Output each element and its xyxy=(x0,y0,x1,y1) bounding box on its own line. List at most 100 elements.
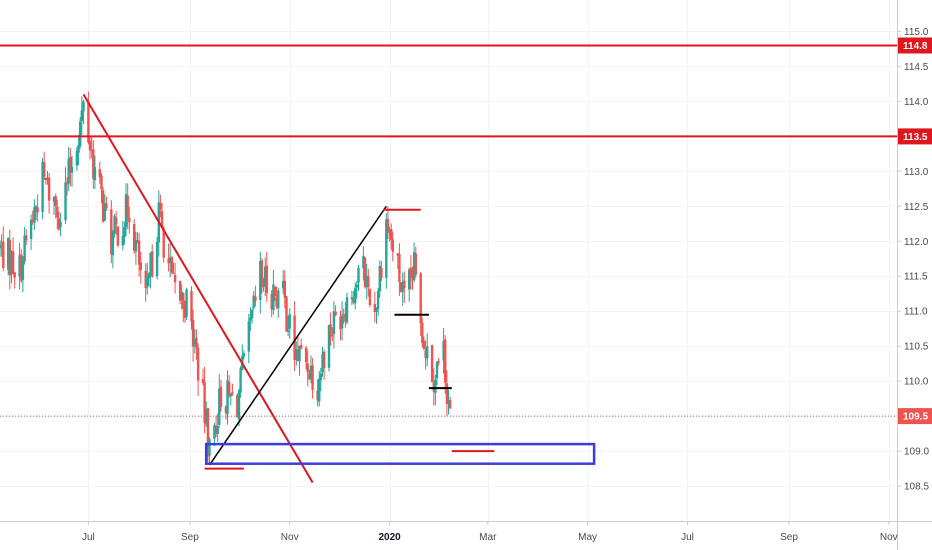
candle-body xyxy=(231,392,234,394)
candle-body xyxy=(56,206,59,218)
candle-body xyxy=(147,273,151,278)
candle-body xyxy=(2,241,5,269)
candle-body xyxy=(126,195,129,218)
candle-body xyxy=(33,207,36,223)
candle-body xyxy=(236,395,239,418)
candlestick-series xyxy=(0,91,452,465)
candle-body xyxy=(191,319,195,347)
candle-body xyxy=(44,177,47,181)
candle-body xyxy=(295,349,298,360)
candle-body xyxy=(378,266,381,292)
candle-body xyxy=(390,229,393,240)
candle-body xyxy=(75,150,79,166)
y-tick-label: 111.5 xyxy=(904,272,928,283)
candle-body xyxy=(304,347,308,363)
x-tick-label: Jul xyxy=(681,532,694,543)
candle-body xyxy=(350,297,354,300)
candle-body xyxy=(93,167,97,181)
candle-body xyxy=(151,251,154,277)
candle-body xyxy=(101,190,105,222)
y-tick-label: 114.5 xyxy=(904,62,929,73)
candle-body xyxy=(121,235,124,246)
candle-body xyxy=(87,102,90,143)
candle-body xyxy=(116,226,120,246)
candle-body xyxy=(195,337,198,348)
candle-body xyxy=(401,282,404,292)
candle-body xyxy=(54,196,57,206)
candle-body xyxy=(173,274,177,283)
candle-body xyxy=(183,306,187,318)
candle-body xyxy=(322,351,326,368)
candle-body xyxy=(182,292,185,309)
candle-body xyxy=(134,240,138,252)
candle-body xyxy=(345,297,349,323)
candle-body xyxy=(285,296,288,332)
candle-body xyxy=(293,315,296,360)
candle-body xyxy=(92,149,95,179)
candle-body xyxy=(414,253,417,275)
x-tick-label: Sep xyxy=(780,532,798,543)
candle-body xyxy=(342,314,345,316)
candle-body xyxy=(180,291,183,301)
candle-body xyxy=(128,217,131,223)
candle-body xyxy=(448,400,452,409)
candle-body xyxy=(275,298,278,307)
candle-body xyxy=(36,207,39,213)
candle-body xyxy=(70,167,74,173)
candle-body xyxy=(316,390,319,401)
candle-body xyxy=(47,177,51,201)
candle-body xyxy=(52,196,56,202)
candle-body xyxy=(262,279,265,288)
candle-body xyxy=(386,218,390,232)
candle-body xyxy=(69,157,72,173)
candle-body xyxy=(419,273,422,324)
candle-body xyxy=(20,254,23,281)
candle-body xyxy=(110,209,113,255)
candle-body xyxy=(339,316,342,330)
candle-body xyxy=(226,380,229,415)
candle-body xyxy=(25,235,28,241)
y-tick-label: 114.0 xyxy=(904,97,929,108)
candle-body xyxy=(41,161,44,212)
candle-body xyxy=(362,255,365,269)
candle-body xyxy=(270,293,273,310)
candle-body xyxy=(412,252,416,281)
candle-body xyxy=(391,239,394,252)
price-label-text: 114.8 xyxy=(903,41,928,52)
candle-body xyxy=(396,253,399,256)
candle-body xyxy=(411,279,414,281)
candle-body xyxy=(424,350,427,359)
candle-body xyxy=(11,251,15,274)
candle-body xyxy=(385,219,388,278)
candle-body xyxy=(373,303,376,312)
candle-body xyxy=(331,335,334,337)
candle-body xyxy=(115,217,118,225)
candle-body xyxy=(242,353,246,357)
candle-body xyxy=(408,269,411,290)
candle-body xyxy=(172,272,175,274)
candle-body xyxy=(254,296,257,301)
candle-body xyxy=(216,426,219,434)
candle-body xyxy=(319,373,322,381)
price-label-text: 109.5 xyxy=(903,412,928,423)
candle-body xyxy=(363,257,367,288)
candle-body xyxy=(365,275,368,288)
candle-body xyxy=(340,315,344,329)
candle-body xyxy=(344,314,347,322)
y-tick-label: 110.0 xyxy=(904,377,929,388)
candle-body xyxy=(224,406,228,413)
candle-body xyxy=(185,289,188,317)
uptrend-line xyxy=(208,205,387,466)
candle-body xyxy=(380,268,383,279)
y-tick-label: 112.0 xyxy=(904,237,929,248)
candle-body xyxy=(286,330,290,332)
candle-body xyxy=(403,280,406,288)
candle-body xyxy=(59,221,62,228)
candle-body xyxy=(43,162,46,177)
candle-body xyxy=(10,251,13,274)
candle-body xyxy=(260,260,264,280)
candle-body xyxy=(34,206,38,209)
